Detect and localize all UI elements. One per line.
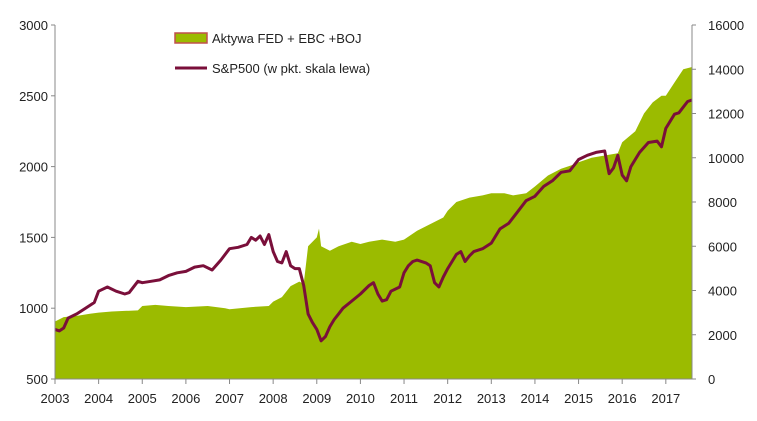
left-tick-label: 500	[26, 372, 48, 387]
right-tick-label: 8000	[708, 195, 737, 210]
right-tick-label: 14000	[708, 62, 744, 77]
x-tick-label: 2005	[128, 391, 157, 406]
legend-label-area: Aktywa FED + EBC +BOJ	[212, 31, 362, 46]
x-tick-label: 2016	[608, 391, 637, 406]
x-tick-label: 2011	[390, 391, 418, 406]
left-tick-label: 2500	[19, 89, 48, 104]
legend-label-line: S&P500 (w pkt. skala lewa)	[212, 61, 370, 76]
x-tick-label: 2008	[259, 391, 288, 406]
legend: Aktywa FED + EBC +BOJ S&P500 (w pkt. ska…	[174, 31, 370, 76]
line-series-layer	[54, 98, 693, 343]
x-tick-label: 2006	[171, 391, 200, 406]
right-tick-label: 0	[708, 372, 715, 387]
x-tick-label: 2015	[564, 391, 593, 406]
x-tick-label: 2017	[651, 391, 680, 406]
x-tick-label: 2010	[346, 391, 375, 406]
right-tick-label: 12000	[708, 107, 744, 122]
x-tick-label: 2007	[215, 391, 244, 406]
area-series-layer	[55, 67, 692, 379]
x-tick-label: 2013	[477, 391, 506, 406]
x-tick-label: 2003	[41, 391, 70, 406]
legend-swatch-area	[174, 32, 208, 44]
axes-layer: 500 1000 1500 2000 2500 3000 0 2000 4000 6000 8000…	[19, 18, 744, 406]
right-tick-label: 16000	[708, 18, 744, 33]
area-series-aktywa	[55, 67, 692, 379]
line-series-sp500	[54, 98, 693, 343]
x-tick-label: 2009	[302, 391, 331, 406]
left-tick-label: 1000	[19, 301, 48, 316]
left-tick-label: 2000	[19, 160, 48, 175]
x-tick-label: 2004	[84, 391, 113, 406]
right-tick-label: 2000	[708, 328, 737, 343]
x-tick-label: 2012	[433, 391, 462, 406]
right-tick-label: 10000	[708, 151, 744, 166]
x-tick-label: 2014	[520, 391, 549, 406]
right-tick-label: 4000	[708, 284, 737, 299]
right-tick-label: 6000	[708, 239, 737, 254]
left-tick-label: 1500	[19, 230, 48, 245]
left-tick-label: 3000	[19, 18, 48, 33]
